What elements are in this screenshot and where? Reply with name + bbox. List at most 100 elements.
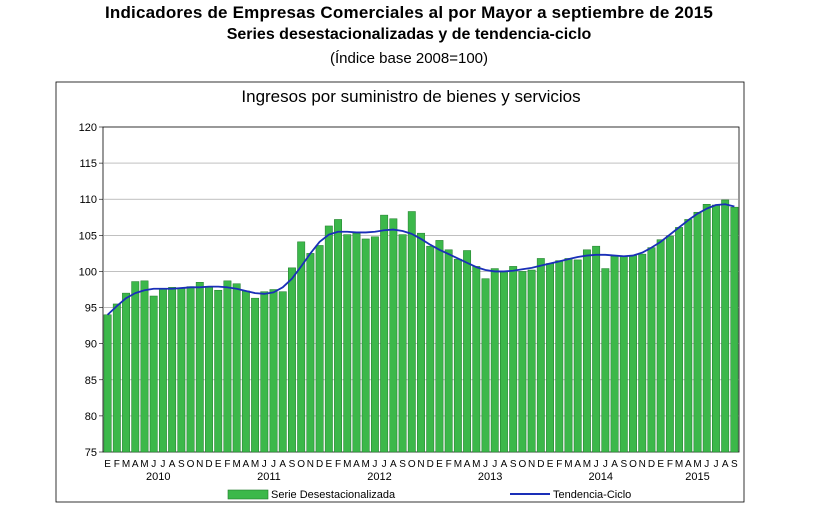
x-month-label: J [492,459,497,470]
bar [251,297,260,453]
x-month-label: D [205,459,212,470]
x-month-label: D [648,459,655,470]
x-month-label: J [151,459,156,470]
bar [647,247,656,453]
bar [592,245,601,453]
x-month-label: E [657,459,664,470]
bar [472,266,481,453]
x-month-label: F [556,459,562,470]
bar [269,289,278,453]
bar [389,218,398,453]
x-year-label: 2013 [478,471,502,483]
bar [398,234,407,453]
bar [500,271,508,453]
bar [665,235,674,453]
bar [546,263,554,453]
bar [426,245,435,453]
legend-line-label: Tendencia-Ciclo [553,489,631,501]
bar [656,239,665,453]
bar [721,199,730,453]
bar [352,232,361,453]
legend-bar-label: Serie Desestacionalizada [271,489,396,501]
x-month-label: D [537,459,544,470]
bar [177,287,186,453]
chart-title: Ingresos por suministro de bienes y serv… [241,87,580,106]
bar [417,232,425,453]
bar [555,260,564,453]
trend-line [106,203,735,316]
bar [103,314,112,453]
x-month-label: A [464,459,471,470]
bar [278,291,287,453]
x-month-label: J [704,459,709,470]
bar [702,204,711,453]
bar [297,241,306,453]
bar [232,283,241,453]
x-month-label: A [169,459,176,470]
x-month-label: O [408,459,416,470]
x-month-label: F [114,459,120,470]
bar [158,288,167,453]
bar [168,287,177,453]
bar [306,253,315,453]
chart-header-title: Indicadores de Empresas Comerciales al p… [104,3,714,22]
x-month-label: M [583,459,591,470]
bar [490,268,499,453]
x-month-label: A [611,459,618,470]
x-month-label: S [620,459,627,470]
bar [481,278,490,453]
x-month-label: M [564,459,572,470]
x-month-label: S [178,459,185,470]
x-month-label: J [382,459,387,470]
bar [214,289,223,453]
x-month-label: J [271,459,276,470]
x-month-label: S [510,459,517,470]
x-month-label: M [140,459,148,470]
y-tick-label: 115 [79,158,97,170]
chart-header-note: (Índice base 2008=100) [329,50,489,67]
x-year-label: 2012 [367,471,391,483]
x-month-label: M [675,459,683,470]
x-month-label: J [372,459,377,470]
bar [195,282,204,453]
y-tick-label: 105 [79,230,97,242]
trend-series [106,203,735,316]
bar [288,267,296,453]
bar [186,286,195,453]
x-month-label: E [104,459,111,470]
bar [407,211,416,453]
x-month-label: O [297,459,305,470]
bar [241,290,250,453]
bar [315,245,324,453]
y-tick-label: 95 [85,303,97,315]
x-month-label: A [574,459,581,470]
x-month-label: M [693,459,701,470]
x-month-label: M [343,459,351,470]
x-year-label: 2011 [257,471,281,483]
y-tick-label: 85 [85,375,97,387]
legend-bar-swatch [227,489,269,500]
x-month-label: A [501,459,508,470]
bar [324,225,333,453]
bar [149,295,158,453]
bar [629,255,637,453]
bar [380,214,389,453]
bar [453,258,462,453]
y-tick-label: 110 [79,194,97,206]
y-tick-label: 80 [85,411,97,423]
x-year-label: 2010 [146,471,170,483]
x-month-label: N [417,459,424,470]
x-year-label: 2014 [588,471,612,483]
bar [463,250,472,453]
x-month-label: M [454,459,462,470]
bar [638,253,647,453]
x-month-label: A [279,459,286,470]
x-month-label: S [731,459,738,470]
x-month-label: A [390,459,397,470]
bar [509,266,518,453]
bar [582,249,591,453]
x-month-label: J [713,459,718,470]
bar [527,269,536,453]
x-month-label: M [122,459,130,470]
